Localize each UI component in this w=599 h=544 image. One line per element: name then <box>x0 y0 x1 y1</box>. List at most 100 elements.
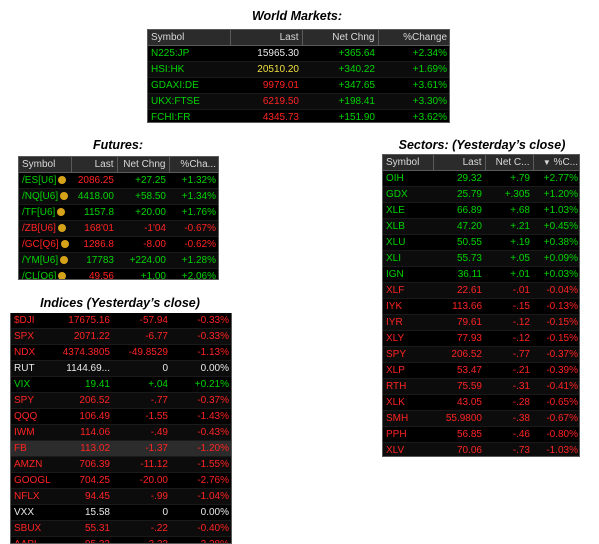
table-row[interactable]: AAPL 95.33 -2.22 -2.28% <box>11 536 231 543</box>
last-price-cell: 4374.3805 <box>57 344 113 361</box>
table-row[interactable]: XLE 66.89 +.68 +1.03% <box>383 202 579 219</box>
contract-info-icon[interactable] <box>60 256 69 265</box>
last-price-cell: 66.89 <box>433 202 485 219</box>
table-row[interactable]: /YM[U6] 17783 +224.00 +1.28% <box>19 252 218 269</box>
table-row[interactable]: IYR 79.61 -.12 -0.15% <box>383 314 579 331</box>
table-row[interactable]: /NQ[U6] 4418.00 +58.50 +1.34% <box>19 188 218 205</box>
table-row[interactable]: RUT 1144.69... 0 0.00% <box>11 360 231 377</box>
table-row[interactable]: XLP 53.47 -.21 -0.39% <box>383 362 579 379</box>
contract-info-icon[interactable] <box>60 240 69 249</box>
table-row[interactable]: SPY 206.52 -.77 -0.37% <box>11 392 231 409</box>
column-header-percent-change[interactable]: %Change <box>378 30 449 46</box>
last-price-cell: 1157.8 <box>71 204 117 221</box>
net-change-cell: -.49 <box>113 424 171 441</box>
percent-change-cell-text: -0.39% <box>546 365 578 376</box>
table-row[interactable]: HSI:HK 20510.20 +340.22 +1.69% <box>148 61 449 78</box>
column-header-last[interactable]: Last <box>433 155 486 171</box>
table-row[interactable]: QQQ 106.49 -1.55 -1.43% <box>11 408 231 425</box>
table-row[interactable]: /ES[U6] 2086.25 +27.25 +1.32% <box>19 172 218 189</box>
percent-change-cell-text: +3.61% <box>412 80 447 91</box>
table-row[interactable]: GOOGL 704.25 -20.00 -2.76% <box>11 472 231 489</box>
contract-info-icon[interactable] <box>58 272 67 279</box>
table-row[interactable]: XLK 43.05 -.28 -0.65% <box>383 394 579 411</box>
net-change-cell-text: +347.65 <box>338 80 375 91</box>
column-header-symbol[interactable]: Symbol <box>383 155 434 171</box>
table-row[interactable]: IYK 113.66 -.15 -0.13% <box>383 298 579 315</box>
column-header-last[interactable]: Last <box>230 30 303 46</box>
table-row[interactable]: AMZN 706.39 -11.12 -1.55% <box>11 456 231 473</box>
percent-change-cell: +0.38% <box>533 234 579 251</box>
table-row[interactable]: PPH 56.85 -.46 -0.80% <box>383 426 579 443</box>
table-row[interactable]: XLB 47.20 +.21 +0.45% <box>383 218 579 235</box>
table-row[interactable]: N225:JP 15965.30 +365.64 +2.34% <box>148 45 449 62</box>
net-change-cell: -2.22 <box>113 536 171 543</box>
percent-change-cell: +3.61% <box>378 77 449 94</box>
column-header-percent-change[interactable]: ▼ %C... <box>533 155 579 171</box>
column-header-percent-change[interactable]: %Cha... <box>169 157 218 173</box>
table-row[interactable]: FB 113.02 -1.37 -1.20% <box>11 440 231 457</box>
contract-info-icon[interactable] <box>57 208 66 217</box>
symbol-cell-text: XLB <box>386 221 405 232</box>
table-row[interactable]: GDX 25.79 +.305 +1.20% <box>383 186 579 203</box>
net-change-cell: +365.64 <box>302 45 378 62</box>
table-row[interactable]: GDAXI:DE 9979.01 +347.65 +3.61% <box>148 77 449 94</box>
last-price-cell: 50.55 <box>433 234 485 251</box>
column-header-symbol[interactable]: Symbol <box>148 30 231 46</box>
table-row[interactable]: XLU 50.55 +.19 +0.38% <box>383 234 579 251</box>
contract-info-icon[interactable] <box>60 192 69 201</box>
net-change-cell-text: +58.50 <box>135 191 166 202</box>
table-row[interactable]: XLI 55.73 +.05 +0.09% <box>383 250 579 267</box>
table-row[interactable]: /ZB[U6] 168'01 -1'04 -0.67% <box>19 220 218 237</box>
table-row[interactable]: $DJI 17675.16 -57.94 -0.33% <box>11 313 231 329</box>
sort-descending-icon[interactable]: ▼ <box>542 158 551 167</box>
percent-change-cell-text: -0.04% <box>546 285 578 296</box>
last-price-cell: 56.85 <box>433 426 485 443</box>
net-change-cell-text: -.77 <box>150 395 168 406</box>
column-header-net-change[interactable]: Net Chng <box>302 30 379 46</box>
percent-change-cell: +1.34% <box>169 188 218 205</box>
table-row[interactable]: SPX 2071.22 -6.77 -0.33% <box>11 328 231 345</box>
column-header-last[interactable]: Last <box>71 157 118 173</box>
net-change-cell: +.21 <box>485 218 533 235</box>
symbol-cell-text: N225:JP <box>151 48 190 59</box>
table-row[interactable]: SMH 55.9800 -.38 -0.67% <box>383 410 579 427</box>
percent-change-cell: -0.37% <box>533 346 579 363</box>
last-price-cell-text: 15.58 <box>84 507 110 518</box>
symbol-cell: RTH <box>383 378 433 395</box>
table-row[interactable]: XLV 70.06 -.73 -1.03% <box>383 442 579 456</box>
column-header-net-change[interactable]: Net C... <box>485 155 534 171</box>
contract-info-icon[interactable] <box>58 176 67 185</box>
table-row[interactable]: SBUX 55.31 -.22 -0.40% <box>11 520 231 537</box>
percent-change-cell-text: -0.80% <box>546 429 578 440</box>
symbol-cell: GDAXI:DE <box>148 77 230 94</box>
table-row[interactable]: OIH 29.32 +.79 +2.77% <box>383 170 579 187</box>
table-row[interactable]: NDX 4374.3805 -49.8529 -1.13% <box>11 344 231 361</box>
column-header-symbol[interactable]: Symbol <box>19 157 72 173</box>
table-row[interactable]: FCHI:FR 4345.73 +151.90 +3.62% <box>148 109 449 122</box>
table-row[interactable]: SPY 206.52 -.77 -0.37% <box>383 346 579 363</box>
table-row[interactable]: /TF[U6] 1157.8 +20.00 +1.76% <box>19 204 218 221</box>
symbol-cell-text: NDX <box>14 347 36 358</box>
percent-change-cell-text: +2.34% <box>412 48 447 59</box>
table-row[interactable]: VIX 19.41 +.04 +0.21% <box>11 376 231 393</box>
table-row[interactable]: UKX:FTSE 6219.50 +198.41 +3.30% <box>148 93 449 110</box>
table-row[interactable]: NFLX 94.45 -.99 -1.04% <box>11 488 231 505</box>
table-row[interactable]: VXX 15.58 0 0.00% <box>11 504 231 521</box>
contract-info-icon[interactable] <box>57 224 66 233</box>
net-change-cell-text: +1.00 <box>140 271 166 280</box>
percent-change-cell: +2.06% <box>169 268 218 279</box>
symbol-cell: XLB <box>383 218 433 235</box>
column-header-net-change[interactable]: Net Chng <box>117 157 170 173</box>
last-price-cell: 22.61 <box>433 282 485 299</box>
table-row[interactable]: XLF 22.61 -.01 -0.04% <box>383 282 579 299</box>
symbol-cell: HSI:HK <box>148 61 230 78</box>
table-row[interactable]: IGN 36.11 +.01 +0.03% <box>383 266 579 283</box>
percent-change-cell: +3.62% <box>378 109 449 122</box>
last-price-cell: 19.41 <box>57 376 113 393</box>
table-row[interactable]: XLY 77.93 -.12 -0.15% <box>383 330 579 347</box>
table-row[interactable]: /CL[Q6] 49.56 +1.00 +2.06% <box>19 268 218 280</box>
symbol-cell-text: /TF[U6] <box>22 207 56 218</box>
table-row[interactable]: /GC[Q6] 1286.8 -8.00 -0.62% <box>19 236 218 253</box>
table-row[interactable]: IWM 114.06 -.49 -0.43% <box>11 424 231 441</box>
table-row[interactable]: RTH 75.59 -.31 -0.41% <box>383 378 579 395</box>
